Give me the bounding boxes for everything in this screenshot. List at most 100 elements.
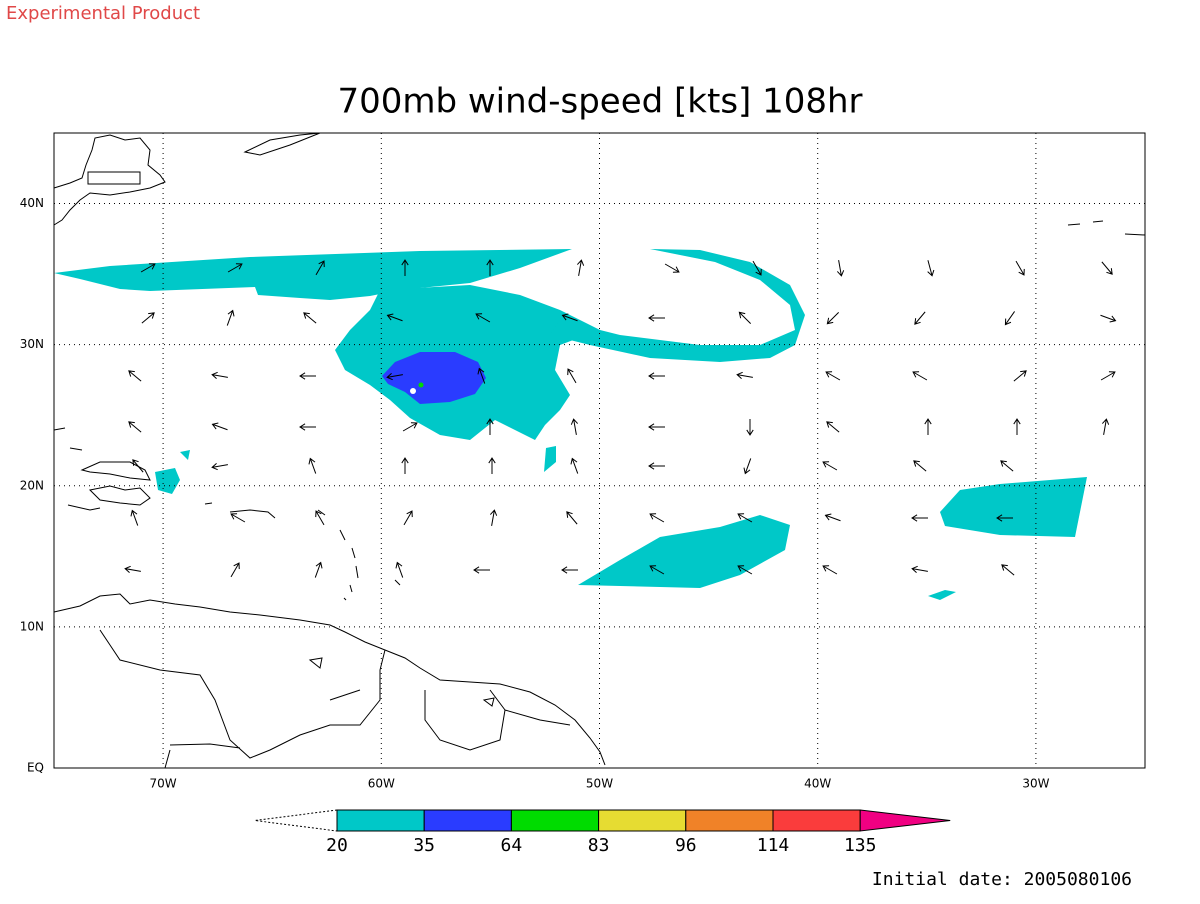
- colorbar: 20 35 64 83 96 114 135: [254, 809, 951, 856]
- wind-arrow: [386, 372, 403, 381]
- colorbar-label: 35: [413, 835, 435, 856]
- lat-label: 30N: [20, 337, 44, 351]
- wind-arrow: [477, 367, 486, 384]
- colorbar-label: 96: [675, 835, 697, 856]
- lon-label: 40W: [804, 777, 831, 791]
- wind-arrow: [475, 313, 491, 323]
- wind-arrow: [649, 565, 665, 575]
- wind-arrow: [299, 372, 316, 380]
- coastline: [53, 593, 606, 766]
- wind-arrow: [911, 514, 928, 522]
- wind-arrow: [822, 461, 838, 471]
- colorbar-box: [685, 809, 774, 832]
- wind-vectors: [124, 259, 1117, 578]
- colorbar-box: [772, 809, 861, 832]
- wind-arrow: [128, 370, 142, 382]
- wind-arrow: [488, 457, 496, 474]
- lat-label: 20N: [20, 478, 44, 492]
- colorbar-label: 135: [844, 835, 877, 856]
- wind-arrow: [996, 514, 1013, 522]
- wind-area-stronger: [418, 382, 424, 388]
- lat-label: EQ: [27, 761, 44, 775]
- map-title: 700mb wind-speed [kts] 108hr: [337, 82, 862, 122]
- wind-arrow: [927, 260, 935, 277]
- wind-area: [180, 450, 190, 460]
- wind-arrow: [227, 263, 243, 273]
- colorbar-box: [336, 809, 425, 832]
- wind-arrow: [386, 313, 403, 322]
- wind-arrow: [649, 513, 665, 523]
- lat-label: 40N: [20, 196, 44, 210]
- wind-arrow: [914, 311, 926, 325]
- wind-arrow: [211, 371, 228, 380]
- wind-gap: [410, 388, 416, 394]
- header-label: Experimental Product: [6, 3, 200, 24]
- coastline: [243, 132, 321, 156]
- wind-arrow: [299, 423, 316, 431]
- wind-area: [155, 468, 180, 494]
- wind-arrow: [567, 368, 577, 384]
- wind-arrow: [825, 371, 841, 381]
- lon-label: 50W: [586, 777, 613, 791]
- colorbar-high-end: [859, 809, 951, 832]
- colorbar-label: 83: [588, 835, 610, 856]
- wind-arrow: [924, 418, 932, 435]
- wind-arrow: [737, 513, 753, 523]
- wind-arrow: [403, 510, 413, 526]
- wind-arrow: [1004, 311, 1015, 326]
- wind-arrow: [211, 462, 228, 471]
- wind-arrow: [489, 509, 498, 526]
- colorbar-label: 20: [326, 835, 348, 856]
- wind-area: [544, 446, 556, 472]
- coastline: [67, 502, 276, 519]
- wind-arrow: [743, 458, 752, 475]
- wind-area: [578, 515, 790, 588]
- wind-arrow: [315, 260, 325, 276]
- wind-arrow: [836, 260, 845, 277]
- colorbar-low-end: [254, 809, 338, 832]
- wind-shading: [54, 249, 1087, 600]
- wind-arrow: [314, 561, 323, 578]
- colorbar-box: [510, 809, 600, 832]
- wind-arrow: [1100, 371, 1116, 381]
- wind-arrow: [230, 513, 246, 523]
- lon-label: 60W: [368, 777, 395, 791]
- lon-label: 30W: [1022, 777, 1049, 791]
- wind-arrow: [1001, 564, 1015, 576]
- colorbar-box: [598, 809, 687, 832]
- coastline: [99, 629, 571, 769]
- wind-arrow: [401, 259, 409, 276]
- coastline: [53, 134, 166, 226]
- wind-arrow: [752, 260, 762, 276]
- coastlines: [53, 132, 1146, 769]
- wind-arrow: [826, 311, 840, 325]
- wind-area: [54, 249, 572, 300]
- wind-arrow: [486, 418, 494, 435]
- wind-arrow: [1013, 418, 1021, 435]
- colorbar-label: 114: [757, 835, 790, 856]
- wind-arrow: [128, 421, 142, 433]
- wind-arrow: [911, 565, 928, 574]
- wind-arrow: [1000, 460, 1014, 472]
- lon-label: 70W: [150, 777, 177, 791]
- coastline: [88, 485, 151, 506]
- wind-arrow: [913, 460, 927, 472]
- wind-area: [940, 477, 1087, 537]
- wind-arrow: [824, 513, 841, 522]
- wind-arrow: [570, 457, 579, 474]
- wind-arrow: [132, 459, 144, 473]
- wind-arrow: [473, 566, 490, 574]
- colorbar-box: [423, 809, 512, 832]
- wind-arrow: [648, 372, 665, 380]
- coastline: [317, 509, 401, 601]
- wind-arrow: [570, 418, 579, 435]
- wind-area-strong: [382, 352, 486, 404]
- wind-arrow: [211, 422, 228, 431]
- wind-arrow: [561, 566, 578, 574]
- wind-arrow: [395, 561, 404, 578]
- wind-arrow: [664, 263, 680, 273]
- wind-arrow: [648, 314, 665, 322]
- wind-arrow: [401, 457, 409, 474]
